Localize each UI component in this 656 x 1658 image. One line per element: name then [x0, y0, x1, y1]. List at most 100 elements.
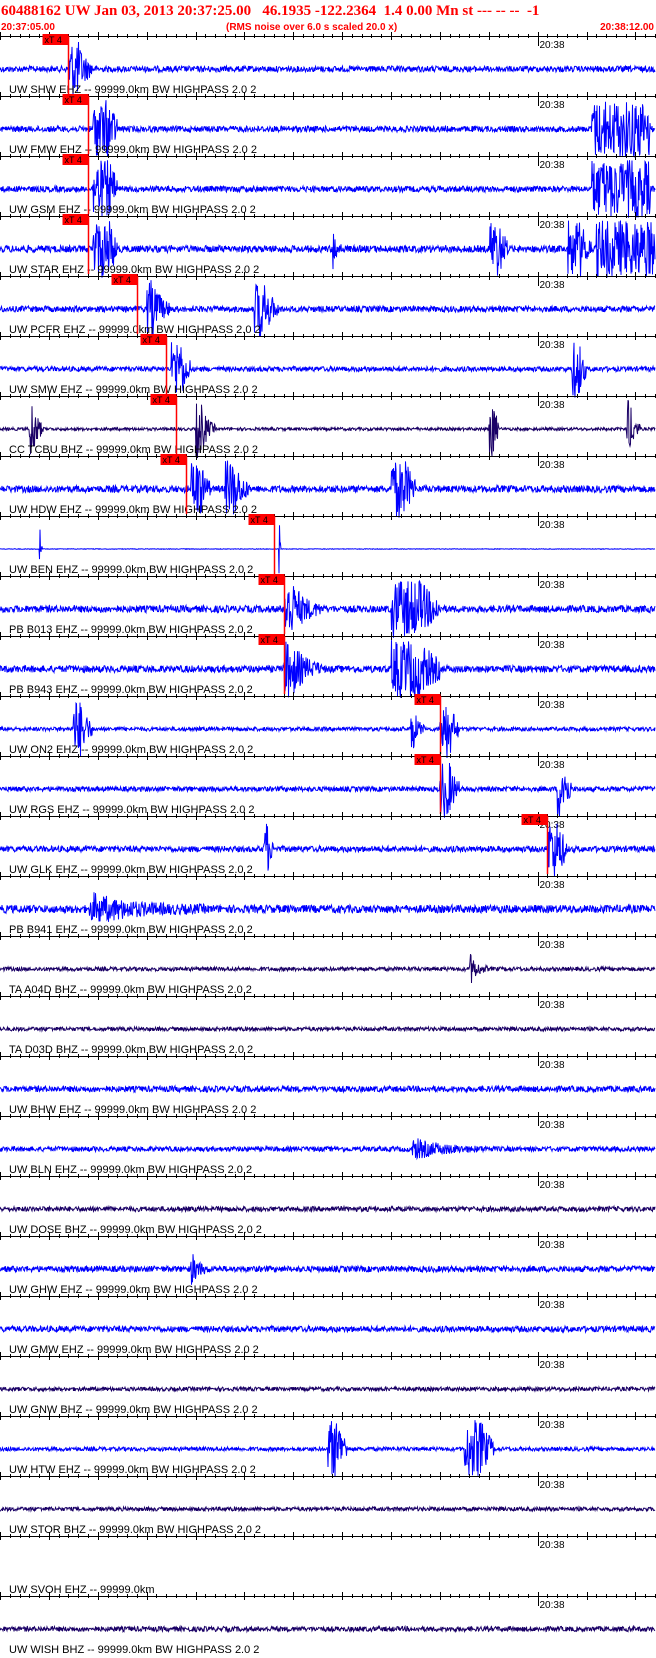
- waveform-line: [0, 1420, 656, 1477]
- station-label: UW PCFR EHZ -- 99999.0km BW HIGHPASS 2.0…: [9, 324, 261, 336]
- station-label: UW HTW EHZ -- 99999.0km BW HIGHPASS 2.0 …: [9, 1464, 256, 1476]
- waveform-line: [0, 220, 656, 278]
- station-label: UW DOSE BHZ -- 99999.0km BW HIGHPASS 2.0…: [9, 1224, 262, 1236]
- waveform-line: [0, 525, 656, 574]
- station-label: CC TCBU BHZ -- 99999.0km BW HIGHPASS 2.0…: [9, 444, 258, 456]
- pick-label: xT 4: [261, 575, 278, 585]
- minute-label: 20:38: [540, 1120, 565, 1131]
- waveform-line: [0, 953, 656, 984]
- pick-box: [140, 334, 167, 345]
- waveform-line: [0, 1204, 656, 1214]
- station-label: UW BEN EHZ -- 99999.0km BW HIGHPASS 2.0 …: [9, 564, 253, 576]
- station-label: TA D03D BHZ -- 99999.0km BW HIGHPASS 2.0…: [9, 1044, 253, 1056]
- minute-label: 20:38: [540, 940, 565, 951]
- pick-box: [42, 34, 69, 45]
- minute-label: 20:38: [540, 1180, 565, 1191]
- trace-row: 20:38 TA D03D BHZ -- 99999.0km BW HIGHPAS…: [0, 992, 656, 1056]
- pick-label: xT 4: [417, 755, 434, 765]
- waveform-line: [0, 702, 656, 759]
- minute-label: 20:38: [540, 880, 565, 891]
- pick-box: [258, 634, 285, 645]
- minute-label: 20:38: [540, 1480, 565, 1491]
- minute-label: 20:38: [540, 460, 565, 471]
- waveform-line: [0, 1025, 656, 1033]
- waveform-line: [0, 579, 656, 638]
- station-label: UW FMW EHZ -- 99999.0km BW HIGHPASS 2.0 …: [9, 144, 257, 156]
- station-label: UW RGS EHZ -- 99999.0km BW HIGHPASS 2.0 …: [9, 804, 255, 816]
- pick-box: [150, 394, 177, 405]
- waveform-line: [0, 1505, 656, 1513]
- station-label: UW WISH BHZ -- 99999.0km BW HIGHPASS 2.0…: [9, 1644, 259, 1656]
- trace-row: 20:38 UW FMW EHZ -- 99999.0km BW HIGHPASS…: [0, 92, 656, 159]
- trace-row: 20:38 UW BLN EHZ -- 99999.0km BW HIGHPASS…: [0, 1112, 656, 1176]
- pick-label: xT 4: [65, 155, 82, 165]
- station-label: UW ON2 EHZ -- 99999.0km BW HIGHPASS 2.0 …: [9, 744, 253, 756]
- station-label: UW SMW EHZ -- 99999.0km BW HIGHPASS 2.0 …: [9, 384, 258, 396]
- trace-row: 20:38 UW SMW EHZ -- 99999.0km BW HIGHPASS…: [0, 332, 656, 398]
- waveform-line: [0, 1385, 656, 1393]
- station-label: UW HDW EHZ -- 99999.0km BW HIGHPASS 2.0 …: [9, 504, 257, 516]
- pick-box: [414, 694, 441, 705]
- pick-box: [62, 214, 89, 225]
- minute-label: 20:38: [540, 1600, 565, 1611]
- station-label: UW SVOH EHZ -- 99999.0km: [9, 1584, 154, 1596]
- minute-label: 20:38: [540, 340, 565, 351]
- waveform-line: [0, 41, 656, 97]
- trace-row: 20:38 UW BEN EHZ -- 99999.0km BW HIGHPASS…: [0, 512, 656, 576]
- start-time-label: 20:37:05.00: [1, 22, 55, 33]
- trace-row: 20:38 UW GNW BHZ -- 99999.0km BW HIGHPASS…: [0, 1352, 656, 1416]
- waveform-line: [0, 1138, 656, 1161]
- minute-label: 20:38: [540, 640, 565, 651]
- waveform-line: [0, 640, 656, 698]
- trace-row: 20:38 UW ON2 EHZ -- 99999.0km BW HIGHPASS…: [0, 692, 656, 759]
- pick-box: [258, 574, 285, 585]
- minute-label: 20:38: [540, 1540, 565, 1551]
- minute-label: 20:38: [540, 220, 565, 231]
- pick-box: [160, 454, 187, 465]
- station-label: UW GHW EHZ -- 99999.0km BW HIGHPASS 2.0 …: [9, 1284, 258, 1296]
- trace-row: 20:38 UW SVOH EHZ -- 99999.0km: [0, 1532, 656, 1596]
- station-label: PB B943 EHZ -- 99999.0km BW HIGHPASS 2.0…: [9, 684, 253, 696]
- pick-label: xT 4: [65, 215, 82, 225]
- station-label: UW STOR BHZ -- 99999.0km BW HIGHPASS 2.0…: [9, 1524, 261, 1536]
- pick-label: xT 4: [153, 395, 170, 405]
- pick-label: xT 4: [251, 515, 268, 525]
- pick-label: xT 4: [114, 275, 131, 285]
- trace-row: 20:38 UW GSM EHZ -- 99999.0km BW HIGHPASS…: [0, 152, 656, 218]
- trace-row: 20:38 UW HTW EHZ -- 99999.0km BW HIGHPASS…: [0, 1412, 656, 1477]
- pick-label: xT 4: [143, 335, 160, 345]
- station-label: UW BHW EHZ -- 99999.0km BW HIGHPASS 2.0 …: [9, 1104, 256, 1116]
- minute-label: 20:38: [540, 820, 565, 831]
- pick-label: xT 4: [417, 695, 434, 705]
- event-title: 60488162 UW Jan 03, 2013 20:37:25.00 46.…: [1, 3, 540, 19]
- minute-label: 20:38: [540, 1420, 565, 1431]
- station-label: UW GLK EHZ -- 99999.0km BW HIGHPASS 2.0 …: [9, 864, 253, 876]
- waveform-line: [0, 892, 656, 922]
- minute-label: 20:38: [540, 520, 565, 531]
- waveform-line: [0, 280, 656, 338]
- waveform-line: [0, 460, 656, 518]
- trace-row: 20:38 UW STOR BHZ -- 99999.0km BW HIGHPAS…: [0, 1472, 656, 1536]
- trace-row: 20:38 UW GHW EHZ -- 99999.0km BW HIGHPASS…: [0, 1232, 656, 1296]
- trace-row: 20:38 UW WISH BHZ -- 99999.0km BW HIGHPAS…: [0, 1592, 656, 1656]
- minute-label: 20:38: [540, 1300, 565, 1311]
- trace-row: 20:38 UW RGS EHZ -- 99999.0km BW HIGHPASS…: [0, 752, 656, 818]
- trace-row: 20:38 UW GLK EHZ -- 99999.0km BW HIGHPASS…: [0, 812, 656, 877]
- waveform-line: [0, 399, 656, 459]
- station-label: UW GMW EHZ -- 99999.0km BW HIGHPASS 2.0 …: [9, 1344, 259, 1356]
- minute-label: 20:38: [540, 760, 565, 771]
- trace-row: 20:38 UW SHW EHZ -- 99999.0km BW HIGHPASS…: [0, 32, 656, 97]
- trace-row: 20:38 TA A04D BHZ -- 99999.0km BW HIGHPAS…: [0, 932, 656, 996]
- minute-label: 20:38: [540, 1360, 565, 1371]
- pick-label: xT 4: [524, 815, 541, 825]
- trace-row: 20:38 PB B943 EHZ -- 99999.0km BW HIGHPAS…: [0, 632, 656, 698]
- pick-label: xT 4: [163, 455, 180, 465]
- trace-row: 20:38 UW PCFR EHZ -- 99999.0km BW HIGHPAS…: [0, 272, 656, 338]
- minute-label: 20:38: [540, 280, 565, 291]
- minute-label: 20:38: [540, 580, 565, 591]
- station-label: PB B941 EHZ -- 99999.0km BW HIGHPASS 2.0…: [9, 924, 253, 936]
- trace-row: 20:38 UW DOSE BHZ -- 99999.0km BW HIGHPAS…: [0, 1172, 656, 1236]
- waveform-line: [0, 1324, 656, 1334]
